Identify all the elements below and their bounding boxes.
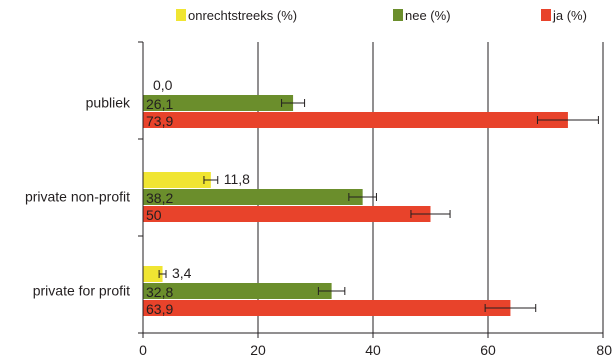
x-tick-label-1: 20: [250, 342, 266, 358]
data-label-0-0: 0,0: [153, 77, 173, 93]
bar-1-0: [143, 172, 211, 188]
legend-label-2: ja (%): [552, 8, 587, 23]
bar-1-1: [143, 189, 363, 205]
category-label-1: private non-profit: [25, 189, 130, 205]
data-label-0-1: 26,1: [146, 96, 173, 112]
axes: 0 20 40 60 80: [138, 41, 612, 358]
data-label-1-0: 11,8: [224, 171, 250, 187]
category-label-0: publiek: [86, 95, 131, 111]
legend-label-1: nee (%): [405, 8, 451, 23]
data-label-0-2: 73,9: [146, 113, 173, 129]
x-tick-label-3: 60: [480, 342, 496, 358]
legend-swatch-0: [176, 9, 186, 21]
x-tick-label-0: 0: [139, 342, 147, 358]
legend-swatch-1: [393, 9, 403, 21]
legend-label-0: onrechtstreeks (%): [188, 8, 297, 23]
bar-0-2: [143, 112, 568, 128]
data-label-2-2: 63,9: [146, 301, 173, 317]
bar-2-1: [143, 283, 332, 299]
bar-0-1: [143, 95, 294, 111]
data-label-1-1: 38,2: [146, 190, 173, 206]
category-label-2: private for profit: [33, 283, 130, 299]
legend-swatch-2: [541, 9, 551, 21]
bar-2-2: [143, 300, 511, 316]
bars: [143, 95, 599, 316]
legend: onrechtstreeks (%) nee (%) ja (%): [176, 8, 587, 23]
bar-2-0: [143, 266, 163, 282]
data-label-1-2: 50: [146, 207, 162, 223]
data-label-2-0: 3,4: [172, 265, 192, 281]
data-label-2-1: 32,8: [146, 284, 173, 300]
x-tick-label-4: 80: [596, 342, 612, 358]
x-tick-label-2: 40: [365, 342, 381, 358]
bar-1-2: [143, 206, 431, 222]
labels: 0,0 26,173,9 publiek 11,8 38,250 private non-…: [25, 77, 250, 317]
